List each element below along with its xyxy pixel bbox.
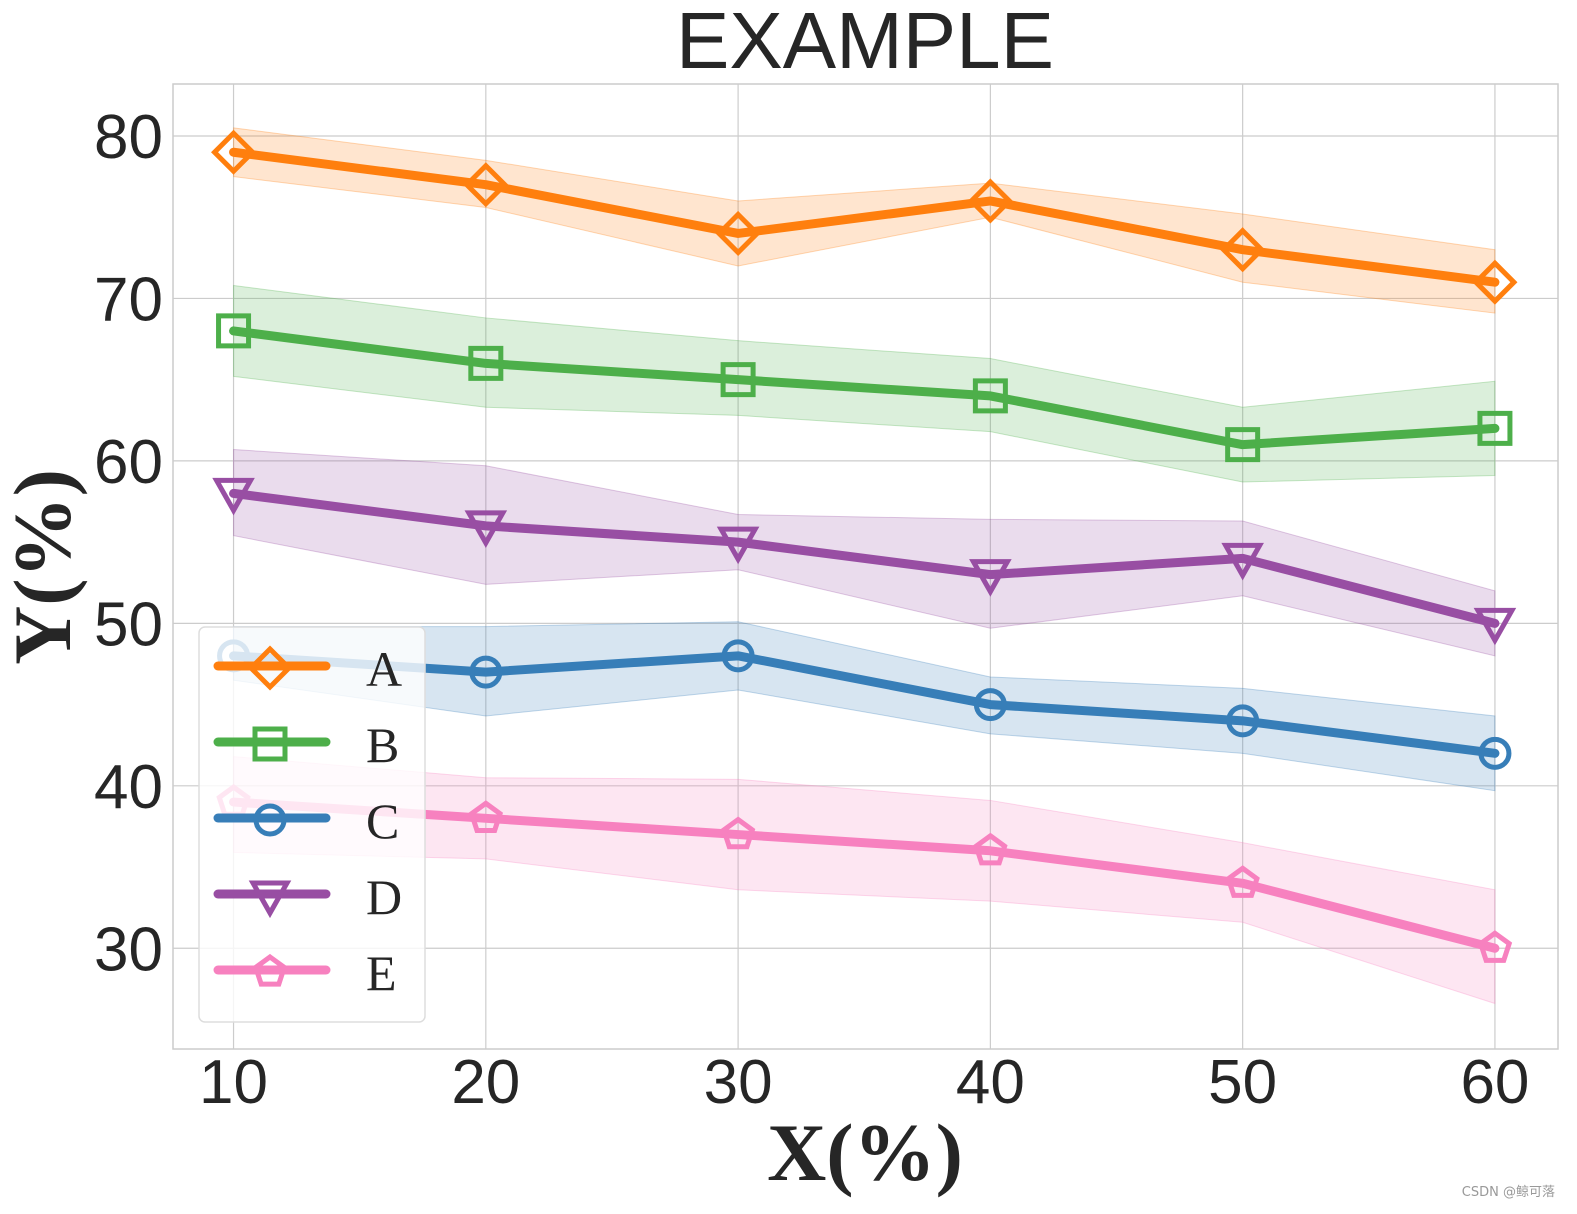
data-point-C (973, 688, 1007, 722)
data-point-C (469, 655, 503, 689)
legend-marker-B (252, 726, 288, 762)
data-point-E (720, 816, 756, 850)
data-point-E (468, 800, 504, 833)
watermark: CSDN @鲸可落 (1461, 1185, 1555, 1200)
series-line-D (229, 488, 1500, 628)
plot-frame (172, 83, 1559, 1050)
data-point-D (716, 526, 760, 565)
series-line-C (229, 651, 1500, 758)
legend-label: B (366, 717, 399, 773)
data-point-E (1477, 930, 1513, 963)
legend-marker-D (248, 880, 292, 919)
y-tick-label: 80 (94, 103, 163, 172)
legend-label: C (366, 793, 399, 849)
data-point-A (211, 129, 257, 175)
legend-marker-C (253, 803, 287, 837)
legend-label: A (366, 641, 402, 697)
data-point-B (1477, 410, 1513, 446)
data-point-D (212, 477, 255, 516)
data-point-E (1225, 865, 1260, 898)
legend-label: D (366, 869, 402, 925)
y-tick-label: 70 (94, 265, 163, 334)
legend-box (198, 626, 426, 1023)
data-point-B (216, 313, 252, 349)
data-point-A (1220, 227, 1266, 273)
data-point-D (1473, 607, 1517, 646)
data-point-B (1225, 427, 1261, 463)
x-tick-label: 60 (1460, 1048, 1529, 1117)
series-line-A (229, 147, 1500, 287)
y-tick-label: 60 (94, 428, 163, 497)
data-point-D (464, 510, 508, 548)
data-point-A (967, 178, 1013, 224)
x-axis-label: X(%) (767, 1107, 963, 1198)
y-tick-label: 30 (94, 915, 163, 984)
x-tick-label: 50 (1208, 1048, 1277, 1117)
data-point-A (463, 162, 509, 208)
x-tick-label: 40 (956, 1048, 1025, 1117)
chart-title: EXAMPLE (676, 0, 1054, 85)
legend-label: E (366, 945, 397, 1001)
data-point-D (969, 559, 1012, 597)
data-point-C (721, 639, 755, 673)
data-point-E (973, 832, 1008, 866)
data-point-C (1226, 704, 1260, 738)
legend-marker-E (252, 953, 288, 987)
confidence-band-D (233, 448, 1496, 657)
data-point-B (720, 362, 756, 398)
legend-marker-A (247, 645, 293, 691)
data-point-A (1472, 259, 1518, 305)
data-point-B (468, 345, 504, 381)
x-tick-label: 10 (199, 1048, 268, 1117)
data-point-A (715, 210, 761, 256)
data-point-B (972, 378, 1008, 414)
x-tick-label: 30 (704, 1048, 773, 1117)
data-point-D (1221, 542, 1264, 581)
y-axis-label: Y(%) (0, 469, 88, 665)
series-line-B (229, 326, 1500, 450)
y-tick-label: 40 (94, 753, 163, 822)
series-line-E (229, 797, 1500, 953)
x-tick-label: 20 (451, 1048, 520, 1117)
y-tick-label: 50 (94, 590, 163, 659)
data-point-C (1478, 736, 1512, 770)
